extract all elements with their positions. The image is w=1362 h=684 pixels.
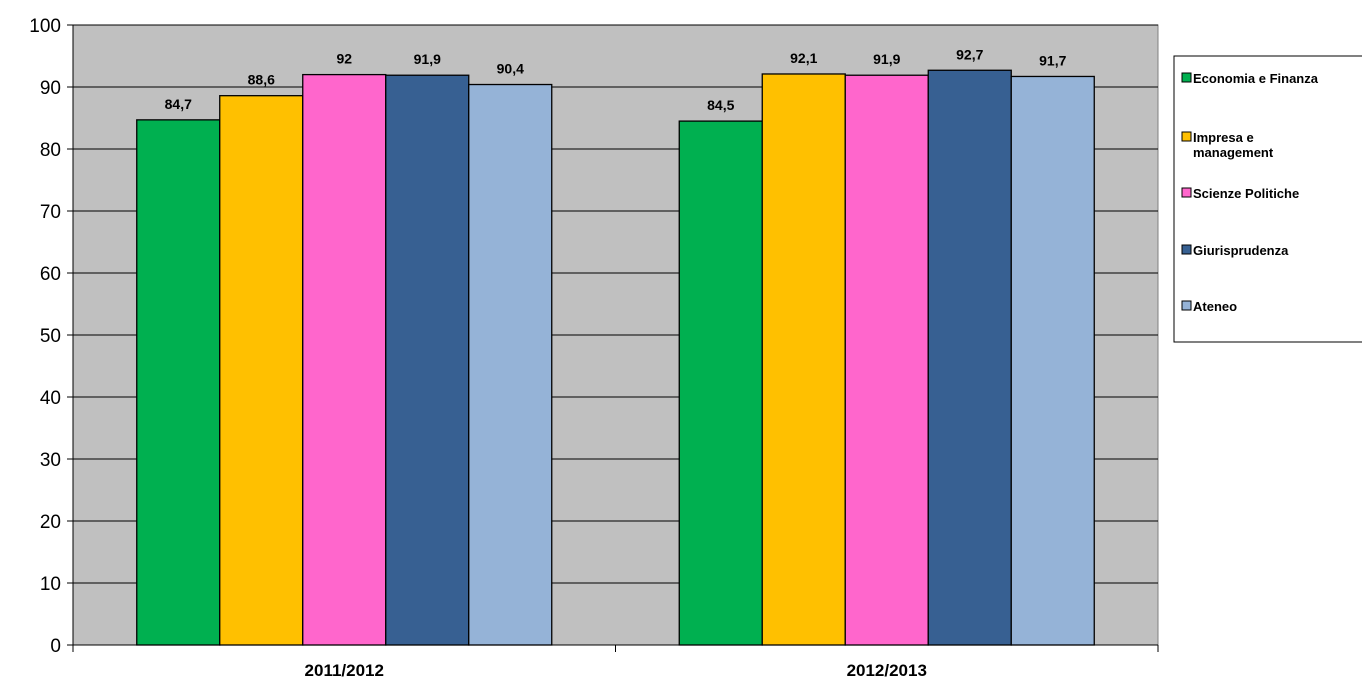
bar bbox=[678, 120, 763, 646]
legend-label: Giurisprudenza bbox=[1193, 243, 1289, 258]
bar bbox=[927, 69, 1012, 646]
bar bbox=[136, 119, 221, 646]
bar bbox=[385, 74, 470, 646]
y-tick-label: 0 bbox=[50, 636, 61, 657]
bar bbox=[1010, 75, 1095, 646]
data-label: 84,5 bbox=[707, 97, 734, 113]
y-tick-label: 90 bbox=[40, 78, 61, 99]
legend-label: Impresa e bbox=[1193, 130, 1254, 145]
bar bbox=[761, 73, 846, 646]
data-label: 91,7 bbox=[1039, 52, 1066, 68]
y-tick-label: 60 bbox=[40, 264, 61, 285]
legend-label: Economia e Finanza bbox=[1193, 71, 1319, 86]
legend-label: Scienze Politiche bbox=[1193, 186, 1299, 201]
legend-swatch bbox=[1181, 131, 1192, 142]
y-tick-label: 10 bbox=[40, 574, 61, 595]
data-label: 90,4 bbox=[497, 61, 524, 77]
bar bbox=[844, 74, 929, 646]
y-axis: 0 10 20 30 40 50 60 70 80 90 100 bbox=[29, 16, 74, 657]
legend-swatch bbox=[1181, 72, 1192, 83]
data-label: 91,9 bbox=[873, 51, 900, 67]
bar bbox=[468, 83, 553, 646]
y-tick-label: 30 bbox=[40, 450, 61, 471]
legend-label: management bbox=[1193, 145, 1274, 160]
legend-box bbox=[1173, 55, 1362, 343]
data-label: 92 bbox=[336, 51, 352, 67]
legend-label: Ateneo bbox=[1193, 299, 1237, 314]
x-tick-label: 2011/2012 bbox=[305, 661, 384, 680]
y-tick-label: 100 bbox=[29, 16, 61, 37]
data-label: 88,6 bbox=[248, 72, 275, 88]
data-label: 92,7 bbox=[956, 46, 983, 62]
x-tick-label: 2012/2013 bbox=[847, 661, 927, 680]
data-label: 91,9 bbox=[414, 51, 441, 67]
y-tick-label: 40 bbox=[40, 388, 61, 409]
legend-swatch bbox=[1181, 187, 1192, 198]
x-axis: 2011/2012 2012/2013 bbox=[72, 644, 1159, 680]
y-tick-label: 20 bbox=[40, 512, 61, 533]
y-tick-label: 50 bbox=[40, 326, 61, 347]
data-label: 92,1 bbox=[790, 50, 817, 66]
legend-swatch bbox=[1181, 244, 1192, 255]
bars bbox=[136, 69, 1095, 646]
bar bbox=[219, 95, 304, 646]
y-tick-label: 80 bbox=[40, 140, 61, 161]
bar bbox=[302, 73, 387, 646]
data-labels: 84,7 88,6 92 91,9 90,4 84,5 92,1 91,9 92,7 91,7 bbox=[165, 46, 1067, 113]
y-tick-label: 70 bbox=[40, 202, 61, 223]
legend-swatch bbox=[1181, 300, 1192, 311]
data-label: 84,7 bbox=[165, 96, 192, 112]
